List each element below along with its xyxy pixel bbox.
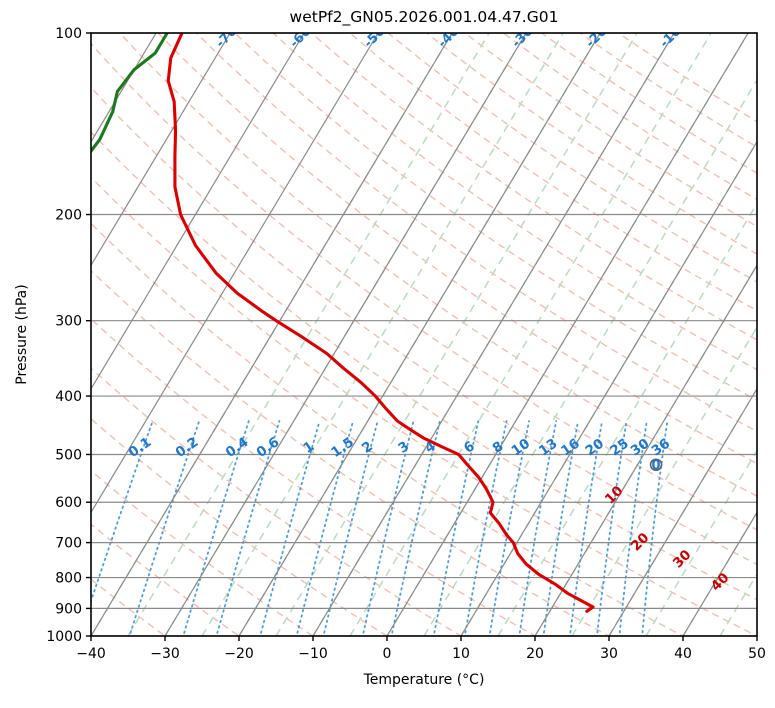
x-tick-label: −40 xyxy=(76,646,106,662)
moist-adiabat xyxy=(645,449,757,636)
isotherm xyxy=(312,33,675,636)
figure-title: wetPf2_GN05.2026.001.04.47.G01 xyxy=(290,8,559,27)
y-tick-label: 500 xyxy=(55,447,82,463)
dry-adiabat xyxy=(157,33,757,465)
dry-adiabat xyxy=(91,130,757,601)
mixing-ratio-line xyxy=(542,420,579,636)
y-tick-label: 100 xyxy=(55,26,82,42)
dry-adiabat xyxy=(91,523,241,636)
y-tick-label: 1000 xyxy=(46,629,82,645)
moist-adiabat xyxy=(756,634,757,636)
mixing-ratio-line xyxy=(641,420,669,636)
moist-adiabat xyxy=(127,33,490,636)
isotherm xyxy=(91,33,453,636)
plot-background xyxy=(91,33,757,636)
y-axis-label: Pressure (hPa) xyxy=(14,284,30,384)
mixing-ratio-line xyxy=(215,420,281,636)
x-tick-label: 20 xyxy=(526,646,544,662)
mixing-ratio-line xyxy=(361,420,415,636)
isotherm xyxy=(460,140,757,636)
mixing-ratio-line xyxy=(128,420,201,636)
isotherm xyxy=(756,634,757,636)
dry-adiabat xyxy=(91,42,757,531)
mixing-ratio-line xyxy=(295,420,354,636)
mixing-ratio-line xyxy=(91,420,154,604)
isotherm xyxy=(0,33,8,636)
y-tick-label: 200 xyxy=(55,208,82,224)
x-tick-label: 50 xyxy=(748,646,766,662)
y-tick-label: 400 xyxy=(55,389,82,405)
dry-adiabat xyxy=(91,367,463,636)
x-tick-label: −30 xyxy=(150,646,180,662)
moist-adiabat xyxy=(201,33,564,636)
mixing-ratio-line xyxy=(259,420,321,636)
y-tick-label: 800 xyxy=(55,571,82,587)
dry-adiabat xyxy=(91,176,757,636)
temperature-profile xyxy=(166,33,595,613)
x-tick-label: 30 xyxy=(600,646,618,662)
moist-adiabat xyxy=(275,33,638,636)
x-tick-label: −10 xyxy=(298,646,328,662)
mixing-ratio-line xyxy=(568,420,603,636)
parcel-marker xyxy=(649,458,663,472)
isotherm xyxy=(608,387,757,636)
y-tick-label: 900 xyxy=(55,601,82,617)
isotherm xyxy=(91,33,157,143)
dry-adiabat xyxy=(91,417,389,636)
y-tick-label: 300 xyxy=(55,314,82,330)
dry-adiabat xyxy=(272,33,757,371)
mixing-ratio-line xyxy=(518,420,558,636)
x-tick-label: 40 xyxy=(674,646,692,662)
dry-adiabat xyxy=(118,33,757,497)
y-tick-label: 600 xyxy=(55,495,82,511)
moist-adiabat xyxy=(497,202,757,636)
isotherm xyxy=(91,33,379,514)
mixing-ratio-line xyxy=(182,420,250,636)
isotherm xyxy=(164,33,527,636)
isotherm xyxy=(91,33,231,267)
isotherm xyxy=(238,33,601,636)
x-tick-label: −20 xyxy=(224,646,254,662)
mixing-ratio-line xyxy=(432,420,480,636)
dry-adiabat xyxy=(195,33,757,433)
mixing-ratio-line xyxy=(463,420,508,636)
isotherm xyxy=(682,511,757,636)
dry-adiabat xyxy=(233,33,757,402)
x-axis-label: Temperature (°C) xyxy=(363,672,485,688)
mixing-ratio-line xyxy=(618,420,648,636)
dry-adiabat xyxy=(91,578,167,636)
isotherm xyxy=(534,264,757,636)
x-tick-label: 10 xyxy=(452,646,470,662)
mixing-ratio-line xyxy=(488,420,530,636)
moist-adiabat xyxy=(423,78,757,636)
moist-adiabat xyxy=(571,325,757,636)
plot-frame xyxy=(90,32,758,637)
mixing-ratio-line xyxy=(596,420,628,636)
moist-adiabat xyxy=(349,33,712,636)
y-tick-label: 700 xyxy=(55,536,82,552)
mixing-ratio-line xyxy=(322,420,379,636)
parcel-marker-label: 0 xyxy=(652,458,661,473)
mixing-ratio-line xyxy=(390,420,441,636)
dry-adiabat xyxy=(91,317,537,636)
isotherm xyxy=(386,33,749,636)
isotherm xyxy=(91,33,305,391)
x-tick-label: 0 xyxy=(383,646,392,662)
